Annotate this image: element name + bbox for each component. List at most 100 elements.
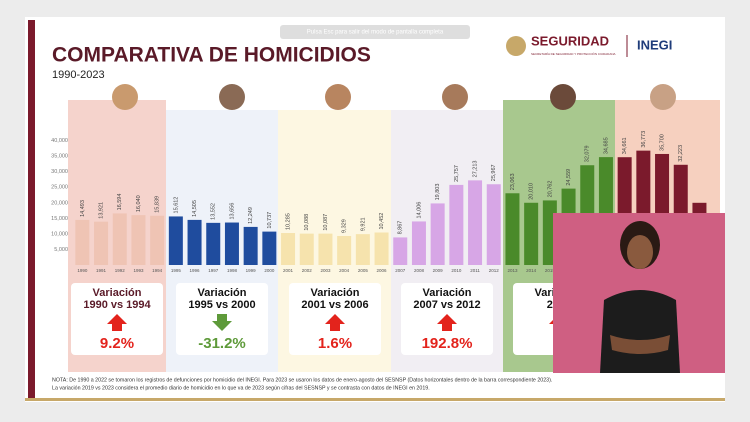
value-label: 20,762 <box>547 181 553 198</box>
value-label: 14,493 <box>80 200 86 217</box>
x-tick-label: 2001 <box>283 268 294 273</box>
x-tick-label: 1995 <box>171 268 182 273</box>
y-tick-label: 15,000 <box>51 216 68 222</box>
y-tick-label: 30,000 <box>51 169 68 175</box>
variation-arrow <box>437 314 457 331</box>
bar <box>281 233 296 265</box>
portrait <box>325 84 351 110</box>
variation-value: 9.2% <box>100 335 134 352</box>
interpreter-face <box>627 235 653 269</box>
subtitle: 1990-2023 <box>52 69 105 81</box>
value-label: 13,552 <box>211 203 217 220</box>
bar <box>243 226 258 265</box>
variation-value: 1.6% <box>318 335 352 352</box>
bar <box>150 215 165 265</box>
interpreter-hands <box>610 335 670 354</box>
variation-value: -31.2% <box>198 335 246 352</box>
x-tick-label: 1991 <box>96 268 107 273</box>
bar <box>430 203 445 265</box>
logo-emblem <box>506 36 526 56</box>
value-label: 20,010 <box>529 183 535 200</box>
x-tick-label: 2003 <box>320 268 331 273</box>
bar <box>449 184 464 265</box>
value-label: 15,612 <box>173 197 179 214</box>
bar <box>75 219 90 265</box>
x-tick-label: 2011 <box>470 268 480 273</box>
value-label: 32,079 <box>585 145 591 162</box>
bar <box>318 233 333 265</box>
variation-period: 2007 vs 2012 <box>413 299 480 311</box>
interpreter-body <box>600 290 680 373</box>
bar <box>112 213 127 265</box>
y-tick-label: 40,000 <box>51 138 68 144</box>
value-label: 34,661 <box>622 137 628 154</box>
variation-title: Variación <box>311 287 360 299</box>
portrait <box>219 84 245 110</box>
value-label: 19,803 <box>435 184 441 201</box>
y-tick-label: 35,000 <box>51 154 68 160</box>
variation-title: Variación <box>423 287 472 299</box>
x-tick-label: 1997 <box>208 268 219 273</box>
bar <box>486 184 501 265</box>
y-tick-label: 10,000 <box>51 231 68 237</box>
value-label: 24,559 <box>566 169 572 186</box>
bar <box>187 219 202 265</box>
sign-interpreter <box>553 213 725 373</box>
x-tick-label: 2008 <box>414 268 425 273</box>
value-label: 15,839 <box>155 196 161 213</box>
bar <box>168 216 183 265</box>
y-tick-label: 5,000 <box>54 247 68 253</box>
y-tick-label: 25,000 <box>51 185 68 191</box>
x-tick-label: 2007 <box>395 268 406 273</box>
x-tick-label: 1996 <box>190 268 201 273</box>
value-label: 14,505 <box>192 200 198 217</box>
variation-value: 192.8% <box>422 335 473 352</box>
bar <box>94 221 109 265</box>
x-tick-label: 2000 <box>264 268 275 273</box>
portraits <box>112 84 676 110</box>
bar <box>262 231 277 265</box>
portrait <box>650 84 676 110</box>
value-label: 9,329 <box>342 219 348 233</box>
variation-arrow <box>325 314 345 331</box>
value-label: 9,921 <box>360 217 366 231</box>
variation-period: 1990 vs 1994 <box>83 299 151 311</box>
bar <box>299 233 314 265</box>
x-tick-label: 1994 <box>152 268 163 273</box>
value-label: 36,773 <box>641 131 647 148</box>
value-label: 8,867 <box>398 221 404 235</box>
fullscreen-hint: Pulsa Esc para salir del modo de pantall… <box>307 30 444 36</box>
bar <box>374 232 389 265</box>
x-tick-label: 1990 <box>77 268 88 273</box>
side-stripe <box>28 20 35 398</box>
value-label: 27,213 <box>473 161 479 178</box>
bar <box>355 234 370 265</box>
x-tick-label: 2004 <box>339 268 350 273</box>
variation-period: 1995 vs 2000 <box>188 299 255 311</box>
bar <box>411 221 426 265</box>
logo-sub: SECRETARÍA DE SEGURIDAD Y PROTECCIÓN CIU… <box>531 51 616 56</box>
variation-title: Variación <box>198 287 247 299</box>
variation-arrow <box>212 314 232 331</box>
x-tick-label: 2012 <box>489 268 500 273</box>
bar <box>131 215 146 265</box>
bar <box>206 222 221 265</box>
value-label: 34,685 <box>603 137 609 154</box>
value-label: 14,006 <box>416 202 422 219</box>
x-tick-label: 1999 <box>246 268 257 273</box>
bar <box>505 193 520 265</box>
value-label: 32,223 <box>678 145 684 162</box>
bar <box>524 202 539 265</box>
value-label: 10,285 <box>286 213 292 230</box>
bar <box>393 237 408 265</box>
x-tick-label: 2010 <box>451 268 462 273</box>
value-label: 23,063 <box>510 173 516 190</box>
value-label: 12,249 <box>248 207 254 224</box>
x-tick-label: 1992 <box>115 268 126 273</box>
value-label: 35,700 <box>660 134 666 151</box>
x-tick-label: 2002 <box>302 268 313 273</box>
value-label: 10,088 <box>304 214 310 231</box>
x-tick-label: 2006 <box>377 268 388 273</box>
value-label: 13,656 <box>229 203 235 220</box>
